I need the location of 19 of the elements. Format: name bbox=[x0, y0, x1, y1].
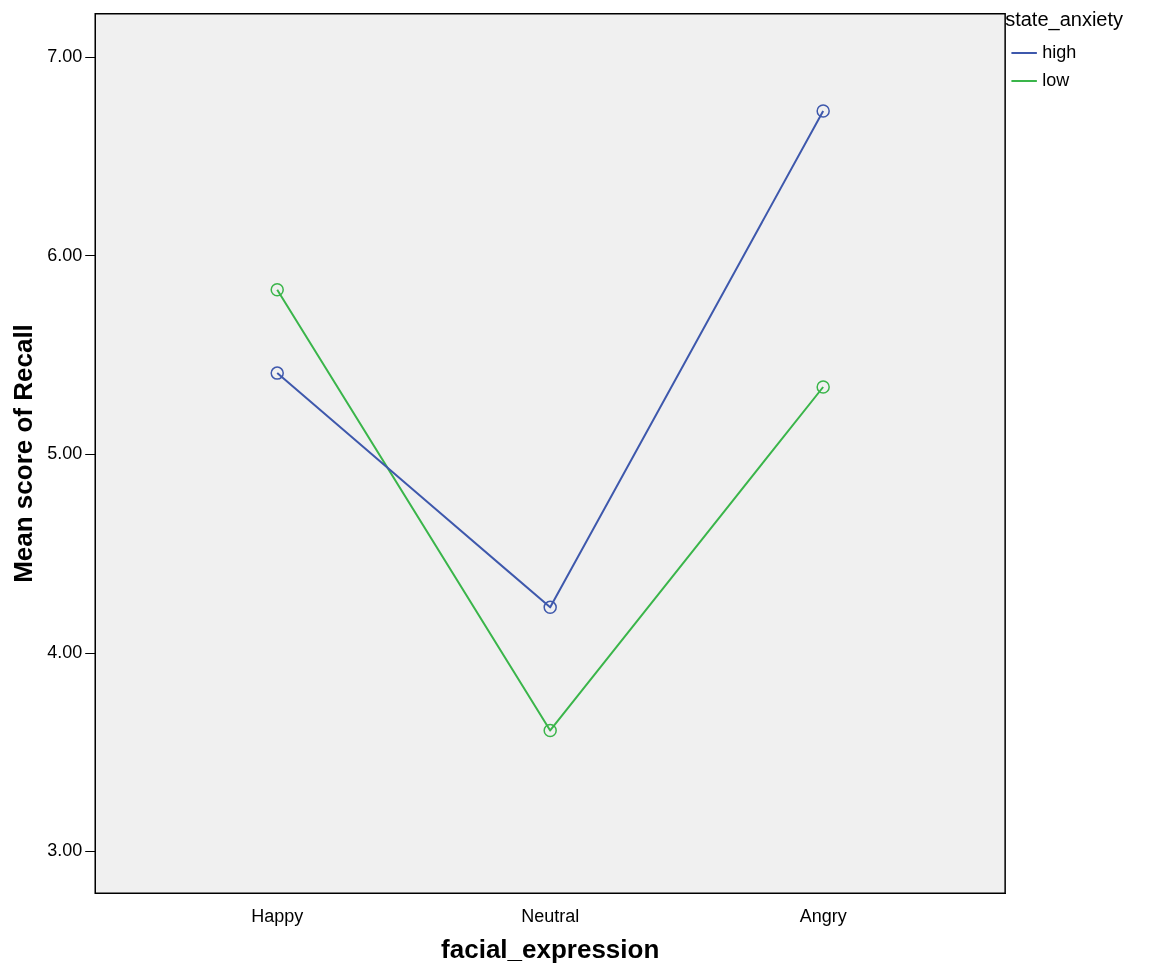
y-axis-title: Mean score of Recall bbox=[7, 324, 38, 583]
point bbox=[270, 282, 284, 297]
legend-title: state_anxiety bbox=[1005, 7, 1124, 31]
y-tick-label: 6.00 bbox=[47, 244, 83, 265]
y-tick-label: 4.00 bbox=[47, 641, 83, 662]
y-tick-label: 7.00 bbox=[47, 46, 83, 67]
point bbox=[816, 380, 830, 394]
x-tick-label: Neutral bbox=[521, 905, 580, 926]
y-tick-label: 3.00 bbox=[47, 840, 83, 861]
point bbox=[816, 104, 830, 118]
point bbox=[543, 600, 557, 615]
x-tick-label: Happy bbox=[251, 905, 304, 926]
y-tick-label: 5.00 bbox=[47, 443, 83, 464]
x-tick-label: Angry bbox=[799, 905, 847, 926]
legend-label: low bbox=[1042, 69, 1071, 90]
legend-label: high bbox=[1042, 41, 1077, 62]
point bbox=[543, 723, 557, 738]
x-axis-title: facial_expression bbox=[441, 933, 660, 964]
point bbox=[270, 366, 284, 380]
